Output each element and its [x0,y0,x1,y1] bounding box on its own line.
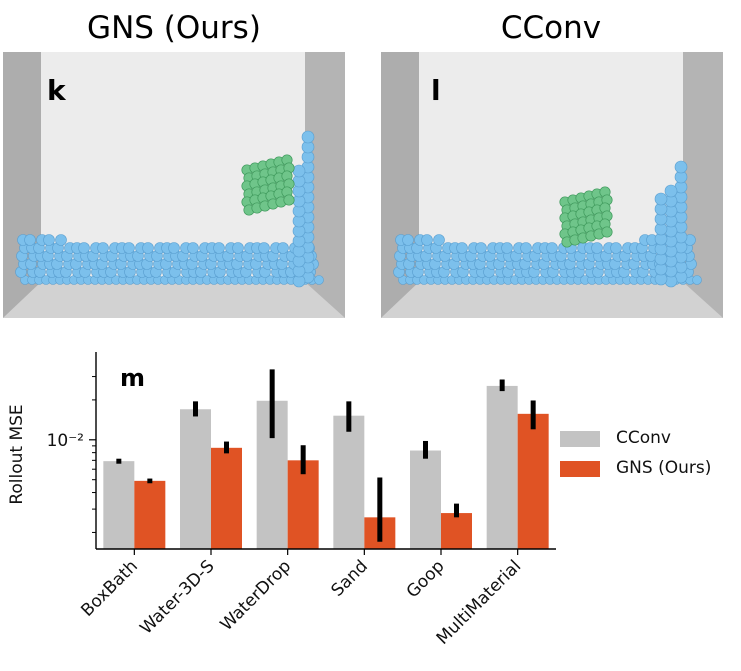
bar-cconv-goop [410,450,441,549]
water-particle [258,242,270,254]
water-particle [610,242,622,254]
legend-swatch-cconv [560,431,600,447]
water-particle [654,192,668,206]
water-particle [277,242,289,254]
solid-particle [283,194,295,206]
water-particle [546,242,558,254]
water-particle [301,130,315,144]
legend-label-cconv: CConv [616,428,671,448]
water-particle [591,242,603,254]
bar-gns-ours--goop [441,513,472,549]
water-particle [692,275,702,285]
cconv-simulation-render: l [381,52,723,318]
cconv-render-image [381,52,723,318]
left-column-title: GNS (Ours) [87,10,261,46]
bar-cconv-water-3d-s [180,409,211,549]
x-tick-label: BoxBath [77,556,141,620]
water-particle [664,184,678,198]
water-particle [78,242,90,254]
y-axis-label: Rollout MSE [7,404,27,504]
water-particle [292,164,306,178]
y-tick-label: 10⁻² [47,431,84,451]
panel-letter-k: k [47,74,66,107]
bar-cconv-multimaterial [486,385,518,549]
bar-gns-ours--boxbath [134,480,166,549]
water-particle [314,275,324,285]
water-particle [187,242,199,254]
water-particle [123,242,135,254]
water-particle [55,234,67,246]
legend-swatch-gns [560,461,600,477]
panel-letter-m: m [120,364,146,392]
water-particle [674,160,688,174]
bar-gns-ours--multimaterial [517,413,549,549]
water-particle [475,242,487,254]
solid-particle [601,226,613,238]
legend-label-gns: GNS (Ours) [616,458,712,478]
water-particle [213,242,225,254]
legend-item-gns: GNS (Ours) [560,458,740,478]
panel-letter-l: l [431,74,441,107]
right-column-title: CConv [500,10,602,46]
water-particle [402,234,414,246]
x-tick-label: Goop [403,556,449,602]
bar-cconv-sand [333,415,365,549]
gns-render-image [3,52,345,318]
bar-cconv-boxbath [103,461,135,549]
bar-gns-ours--water-3d-s [211,447,242,549]
legend-item-cconv: CConv [560,428,740,448]
gns-simulation-render: k [3,52,345,318]
water-particle [97,242,109,254]
chart-svg: 10⁻² Rollout MSE BoxBathWater-3D-SWaterDr… [7,352,556,649]
water-particle [421,234,433,246]
x-tick-label: Sand [327,556,371,600]
water-particle [433,234,445,246]
water-particle [232,242,244,254]
water-particle [142,242,154,254]
x-tick-label: Water-3D-S [136,556,218,638]
water-particle [43,234,55,246]
bar-gns-ours--waterdrop [287,460,319,549]
water-particle [501,242,513,254]
water-particle [520,242,532,254]
x-tick-label: WaterDrop [217,556,296,635]
water-particle [24,234,36,246]
water-particle [168,242,180,254]
rollout-mse-chart: 10⁻² Rollout MSE BoxBath Water-3D-S WaterDr… [0,340,741,671]
water-particle [456,242,468,254]
